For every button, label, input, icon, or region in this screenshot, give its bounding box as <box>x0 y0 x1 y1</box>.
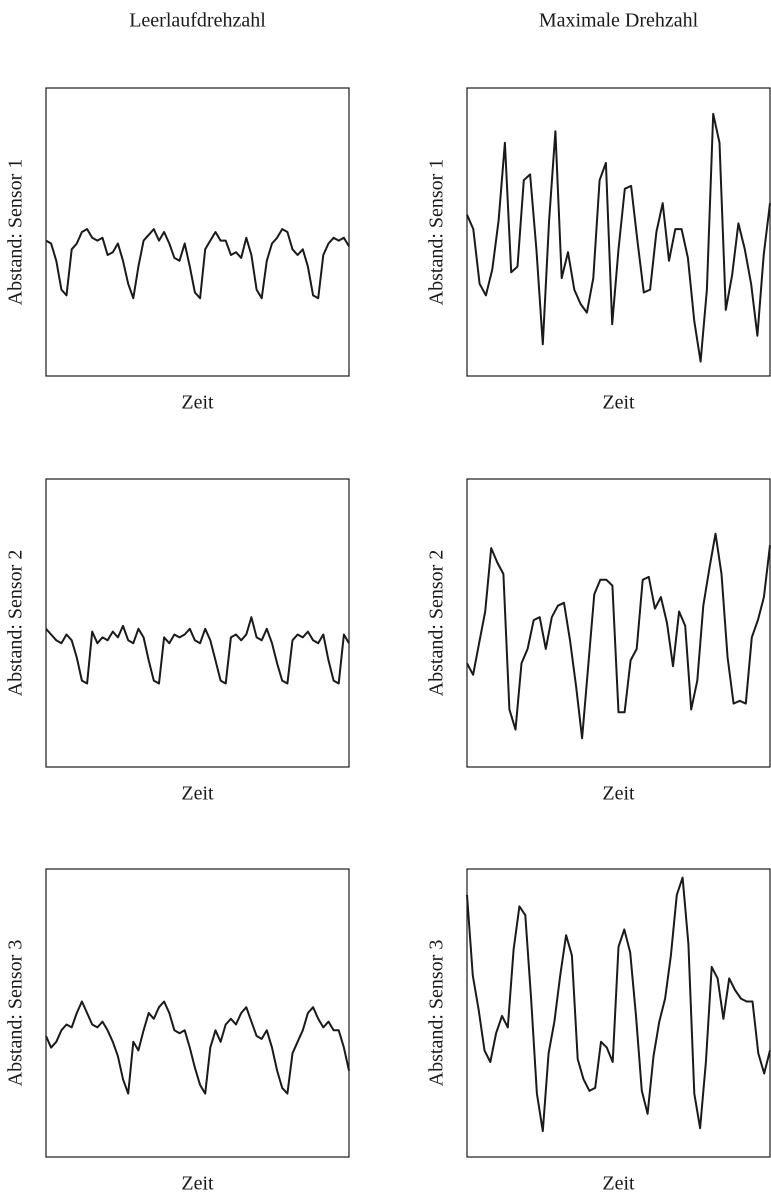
x-axis-label: Zeit <box>602 783 635 805</box>
y-axis-label: Abstand: Sensor 3 <box>426 940 448 1087</box>
plot-frame <box>466 868 771 1158</box>
column-title: Leerlaufdrehzahl <box>129 10 266 32</box>
plot-frame <box>45 87 350 377</box>
plot-frame <box>45 478 350 768</box>
y-axis-label: Abstand: Sensor 2 <box>426 550 448 697</box>
x-axis-label: Zeit <box>181 783 214 805</box>
y-axis-label: Abstand: Sensor 2 <box>5 550 27 697</box>
plot-frame <box>45 868 350 1158</box>
plot-frame <box>466 87 771 377</box>
plot-frame <box>466 478 771 768</box>
data-line <box>466 532 771 740</box>
data-line <box>466 112 771 363</box>
data-line <box>45 616 350 685</box>
y-axis-label: Abstand: Sensor 1 <box>426 159 448 306</box>
x-axis-label: Zeit <box>181 1173 214 1195</box>
data-line <box>45 1000 350 1095</box>
x-axis-label: Zeit <box>181 392 214 414</box>
data-line <box>45 228 350 300</box>
data-line <box>466 876 771 1133</box>
x-axis-label: Zeit <box>602 1173 635 1195</box>
y-axis-label: Abstand: Sensor 1 <box>5 159 27 306</box>
x-axis-label: Zeit <box>602 392 635 414</box>
column-title: Maximale Drehzahl <box>539 10 699 32</box>
y-axis-label: Abstand: Sensor 3 <box>5 940 27 1087</box>
